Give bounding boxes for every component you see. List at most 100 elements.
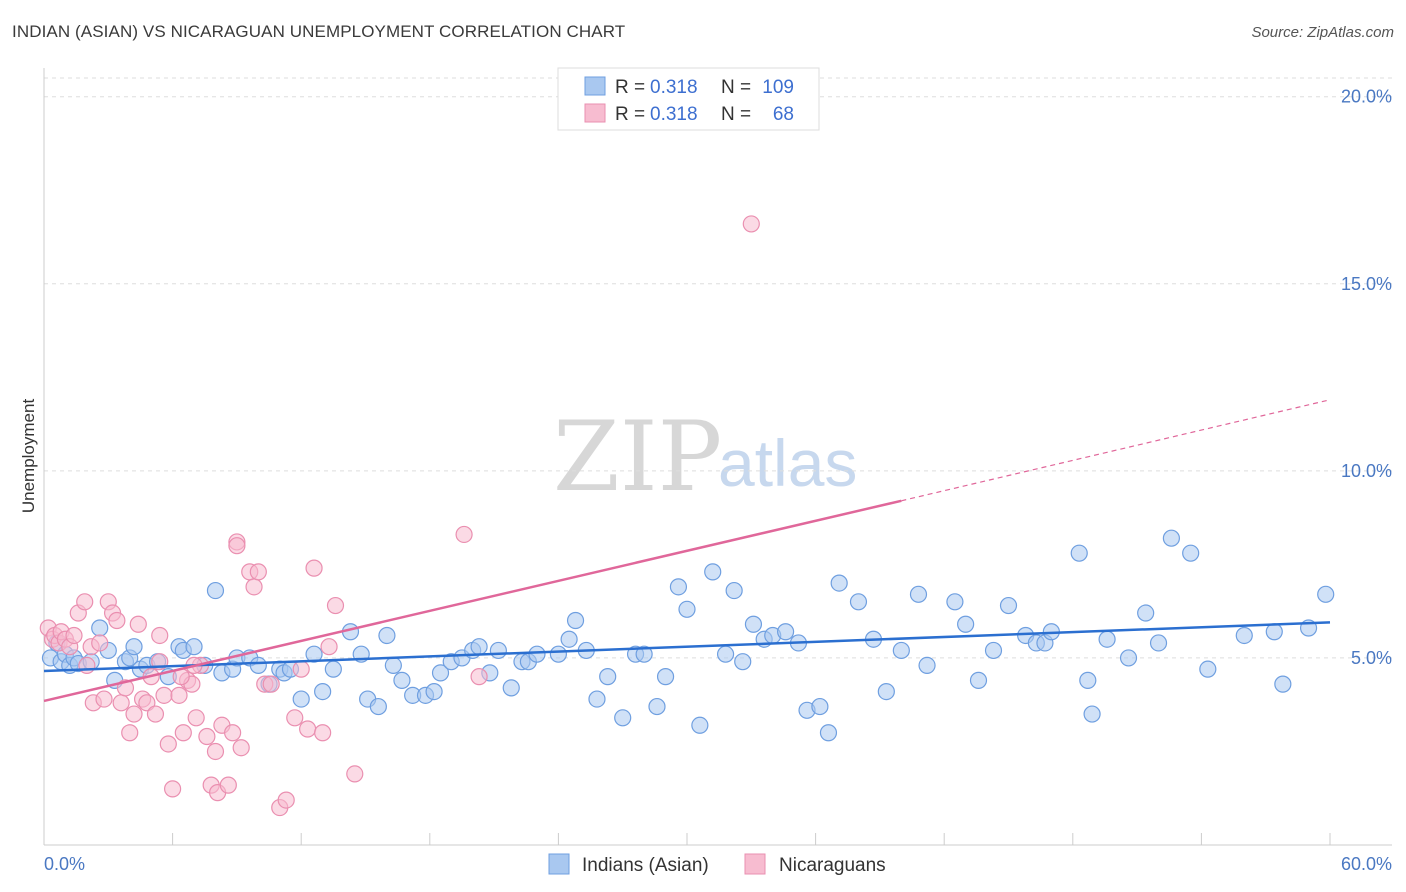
y-axis-label: Unemployment xyxy=(19,399,38,514)
nicaraguan-point xyxy=(277,791,295,809)
nicaraguan-point xyxy=(95,690,113,708)
indian-point xyxy=(1083,705,1101,723)
indian-point xyxy=(566,611,585,630)
indian-point xyxy=(1235,626,1253,645)
nicaraguan-point xyxy=(262,675,280,693)
indian-point xyxy=(1119,649,1138,667)
indian-point xyxy=(704,563,722,581)
indian-point xyxy=(877,682,895,701)
nicaraguan-point xyxy=(121,724,139,742)
nicaraguan-point xyxy=(286,709,304,727)
indian-point xyxy=(502,679,520,697)
legend-swatch-pink xyxy=(584,103,606,123)
y-axis-tick-labels: 5.0% 10.0% 15.0% 20.0% xyxy=(1341,87,1392,668)
legend-r-label-1: R = xyxy=(615,77,645,98)
legend-n-label-2: N = xyxy=(721,104,751,125)
nicaraguan-point xyxy=(206,742,225,761)
indian-point xyxy=(1070,544,1088,562)
indian-point xyxy=(999,596,1018,615)
nicaraguan-point xyxy=(125,705,143,723)
indian-point xyxy=(776,623,795,641)
indian-point xyxy=(734,653,752,671)
watermark-zip: ZIP xyxy=(553,401,722,513)
y-tick-label: 15.0% xyxy=(1341,274,1392,294)
indian-point xyxy=(725,581,743,600)
nicaraguan-point xyxy=(224,724,242,742)
indian-point xyxy=(378,626,396,645)
indian-point xyxy=(1149,634,1168,652)
legend-r-label-2: R = xyxy=(615,104,645,125)
nicaraguan-point xyxy=(187,709,205,727)
nicaraguan-point xyxy=(164,780,182,798)
nicaraguan-point xyxy=(455,525,473,544)
legend-box: R = 0.318 N = 109 R = 0.318 N = 68 xyxy=(557,67,820,131)
indian-point xyxy=(431,664,450,682)
indian-point xyxy=(1137,604,1155,622)
nicaraguan-point xyxy=(155,686,173,704)
nicaraguan-point xyxy=(174,724,192,742)
y-tick-label: 10.0% xyxy=(1341,461,1392,481)
nicaraguan-point xyxy=(146,705,165,723)
nicaraguan-trend-line xyxy=(43,499,902,703)
nicaraguan-point xyxy=(299,720,317,738)
legend-swatch-blue xyxy=(584,76,606,96)
indian-point xyxy=(957,615,975,633)
indian-point xyxy=(669,578,688,596)
indian-point xyxy=(648,697,666,716)
nicaraguan-point xyxy=(228,537,246,555)
watermark-atlas: atlas xyxy=(718,426,857,500)
indian-point xyxy=(984,641,1003,660)
indian-point xyxy=(125,638,143,656)
x-tick-label-max: 60.0% xyxy=(1341,854,1392,874)
indian-point xyxy=(369,697,387,716)
indian-point xyxy=(635,645,653,663)
nicaraguan-point xyxy=(78,656,96,675)
y-tick-label: 20.0% xyxy=(1341,87,1392,107)
indian-point xyxy=(830,574,848,592)
indian-point xyxy=(744,615,763,633)
indian-point xyxy=(1098,630,1116,648)
nicaraguan-point xyxy=(108,611,126,630)
indian-point xyxy=(292,690,310,708)
indian-point xyxy=(969,671,988,689)
nicaraguan-point xyxy=(65,626,83,645)
legend-n-value-2: 68 xyxy=(773,104,794,125)
nicaraguan-point xyxy=(91,634,109,652)
indian-point xyxy=(656,668,675,686)
indian-point xyxy=(678,600,696,618)
nicaraguan-point xyxy=(170,686,188,704)
series-indians-points xyxy=(41,529,1335,742)
indian-point xyxy=(91,619,109,637)
indian-point xyxy=(614,709,632,727)
nicaraguan-point xyxy=(129,615,147,633)
indian-point xyxy=(470,638,488,656)
indian-point xyxy=(305,645,323,663)
bottom-legend-swatch-blue xyxy=(548,853,570,875)
source-credit: Source: ZipAtlas.com xyxy=(1251,24,1394,41)
indian-point xyxy=(599,668,617,686)
indian-point xyxy=(1265,623,1283,641)
indian-point xyxy=(425,682,443,701)
nicaraguan-point xyxy=(159,735,177,753)
nicaraguan-point xyxy=(346,765,364,783)
nicaraguan-point xyxy=(112,694,130,712)
indian-point xyxy=(314,682,332,701)
legend-n-value-1: 109 xyxy=(762,77,794,98)
legend-r-value-2: 0.318 xyxy=(650,104,698,125)
bottom-legend: Indians (Asian) Nicaraguans xyxy=(548,853,886,876)
indian-point xyxy=(384,656,402,675)
indian-point xyxy=(185,638,203,656)
indian-trend-line xyxy=(43,621,1331,673)
indian-point xyxy=(528,645,546,663)
nicaraguan-point xyxy=(305,559,323,577)
nicaraguan-point xyxy=(151,626,169,645)
indian-point xyxy=(1079,671,1097,689)
indian-point xyxy=(560,630,578,648)
indian-point xyxy=(324,660,342,678)
x-tick-label-min: 0.0% xyxy=(44,854,85,874)
y-tick-label: 5.0% xyxy=(1351,648,1392,668)
chart-title: INDIAN (ASIAN) VS NICARAGUAN UNEMPLOYMEN… xyxy=(12,22,626,41)
indian-point xyxy=(909,585,928,603)
indian-point xyxy=(549,645,568,663)
indian-point xyxy=(249,656,267,675)
